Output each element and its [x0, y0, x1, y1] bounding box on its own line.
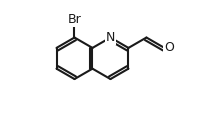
Text: O: O — [164, 41, 174, 54]
Text: Br: Br — [68, 13, 81, 26]
Text: N: N — [106, 31, 115, 44]
